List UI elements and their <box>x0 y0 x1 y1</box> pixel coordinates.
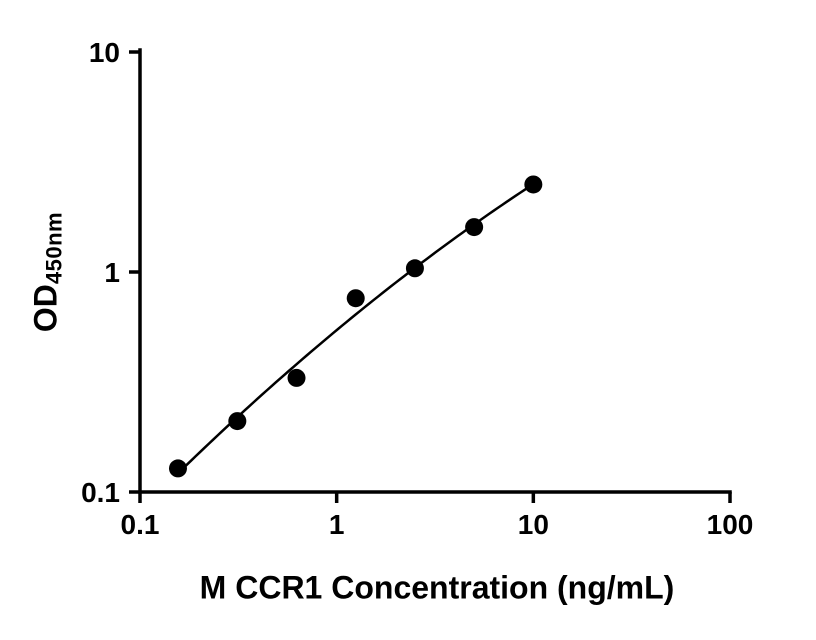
y-axis-title-main: OD <box>27 284 64 333</box>
x-axis-title: M CCR1 Concentration (ng/mL) <box>199 569 675 606</box>
data-point <box>405 259 424 278</box>
y-axis-title-sub: 450nm <box>41 211 67 285</box>
data-point <box>228 412 247 431</box>
y-tick-label: 1 <box>104 257 120 288</box>
data-point <box>346 289 365 308</box>
data-point <box>287 368 306 387</box>
y-tick-label: 10 <box>89 37 120 68</box>
x-tick-label: 0.1 <box>121 509 160 540</box>
x-tick-label: 100 <box>707 509 754 540</box>
x-tick-label: 10 <box>518 509 549 540</box>
y-tick-label: 0.1 <box>81 477 120 508</box>
data-point <box>524 175 543 194</box>
x-tick-label: 1 <box>329 509 345 540</box>
data-point <box>168 459 187 478</box>
y-axis-title: OD450nm <box>27 211 67 333</box>
data-point <box>465 218 484 237</box>
